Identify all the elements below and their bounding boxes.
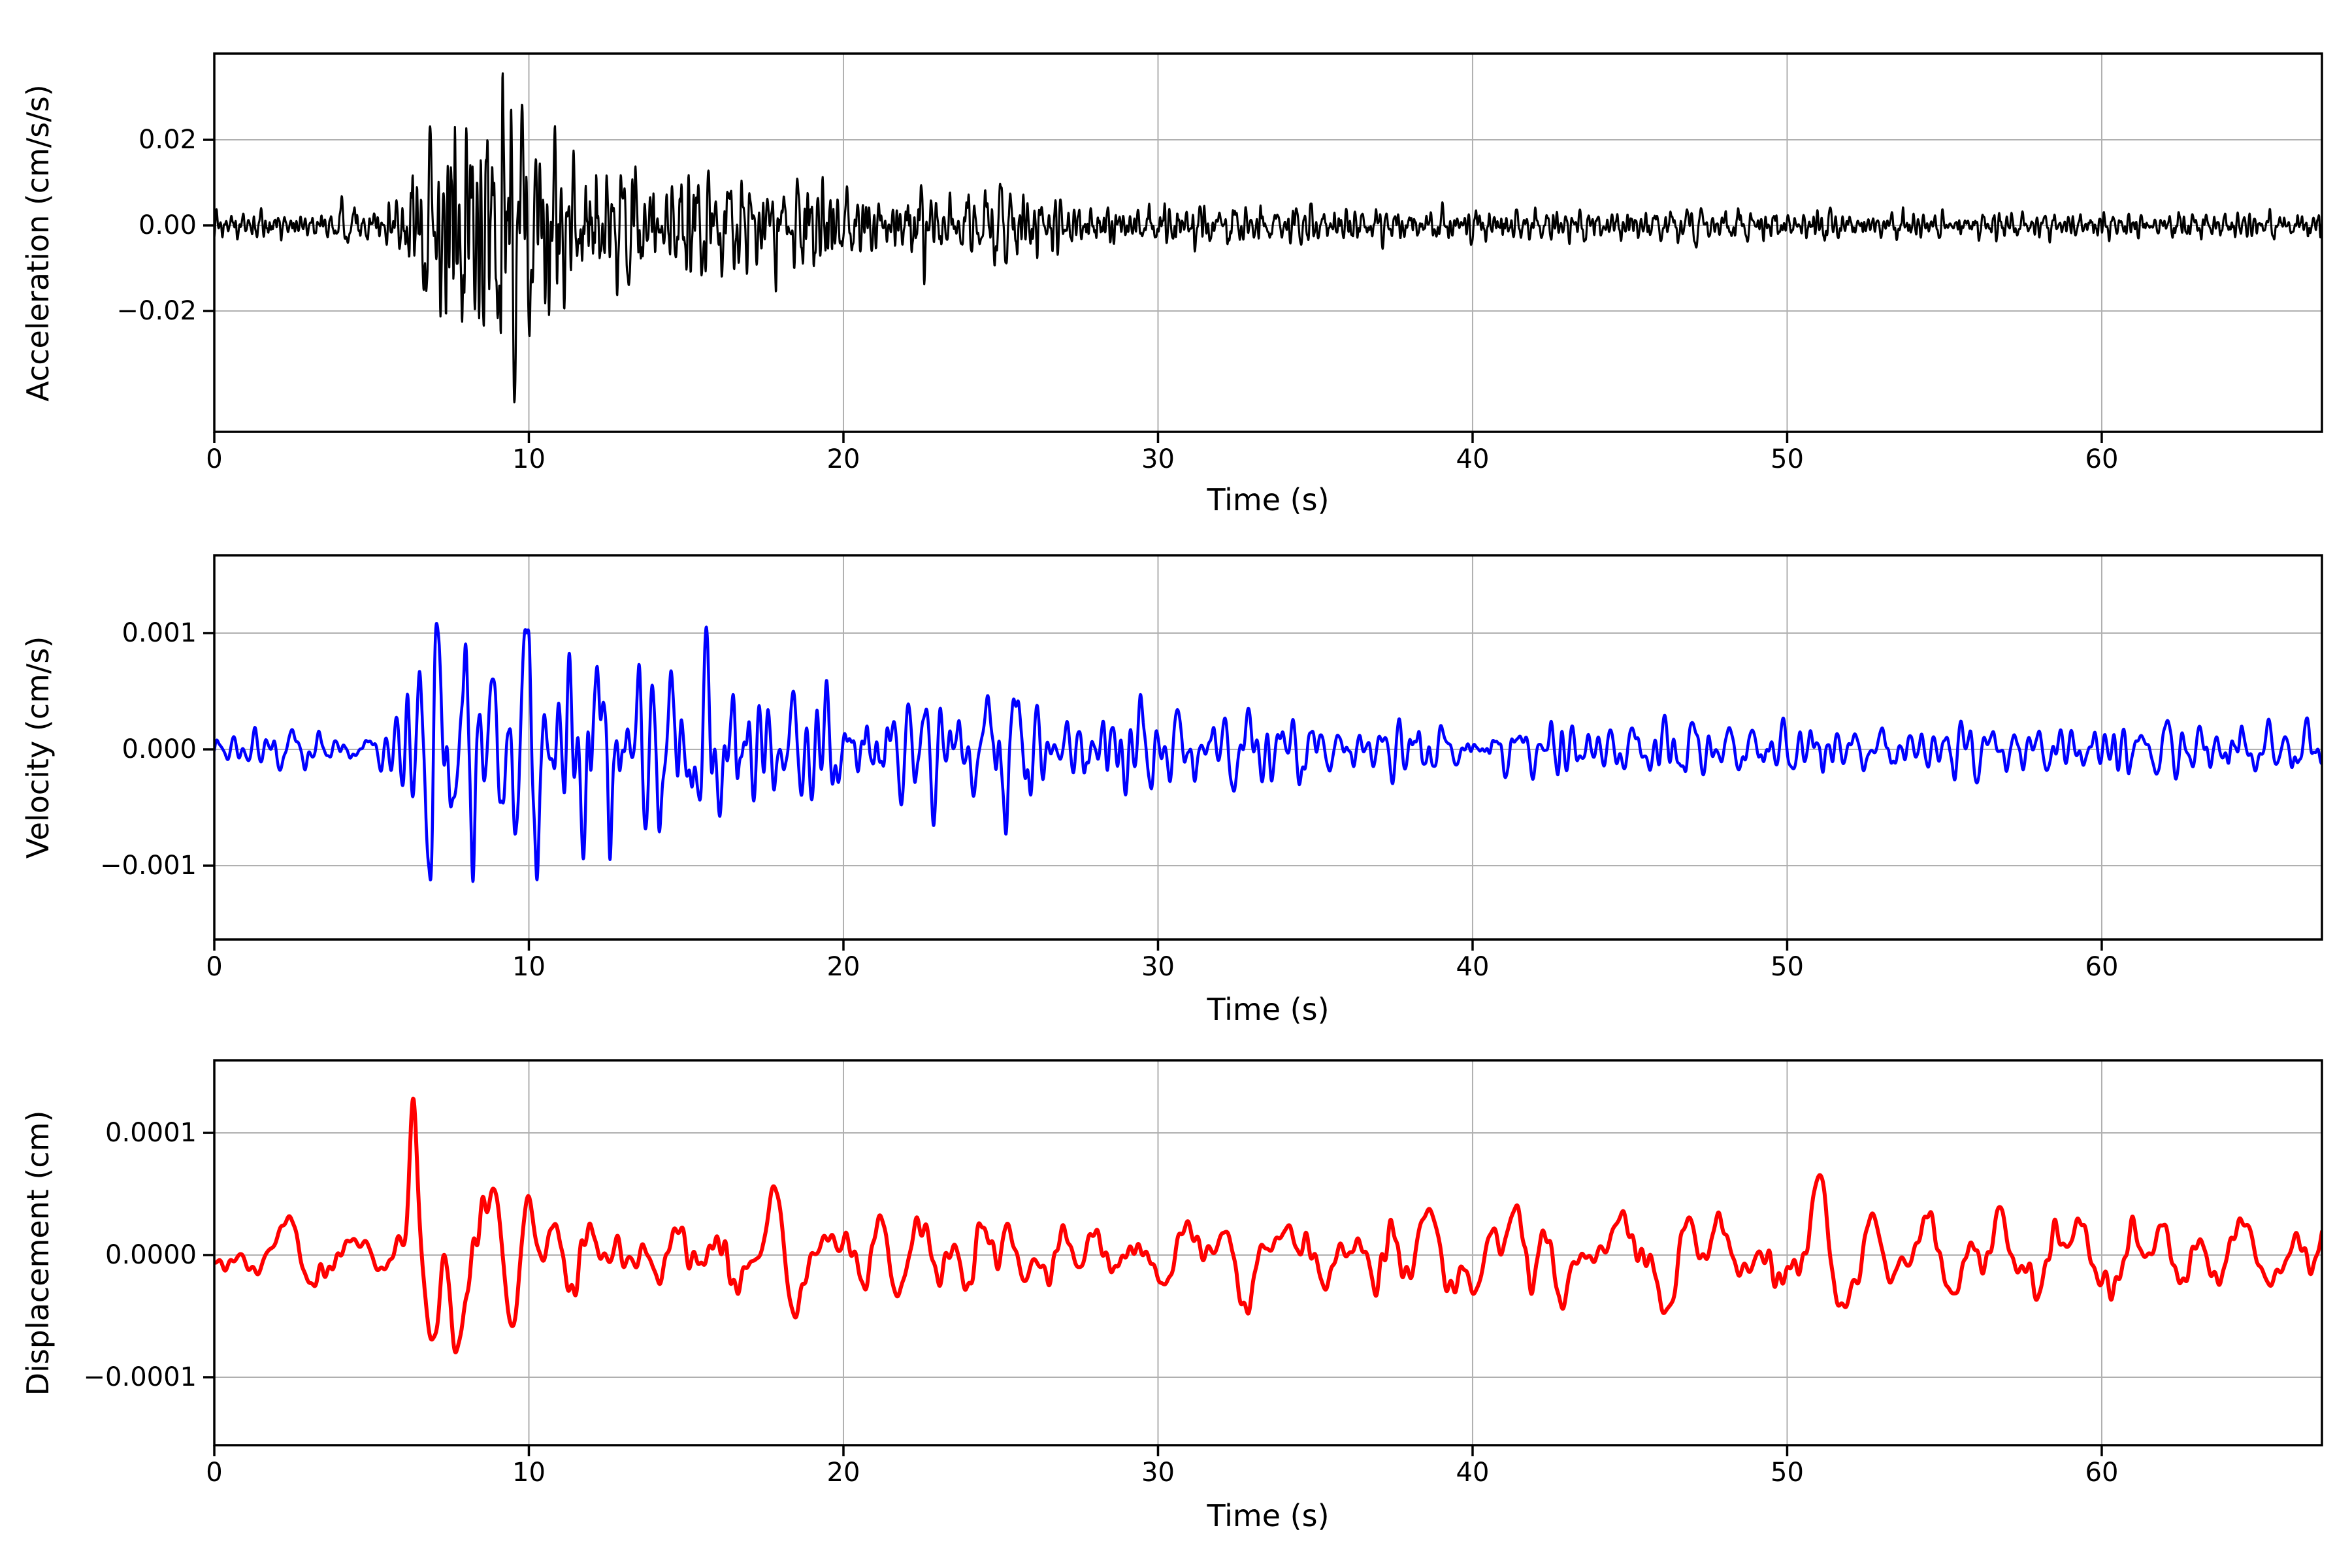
y-tick-label: 0.02 bbox=[138, 125, 197, 155]
y-tick-label: 0.001 bbox=[122, 618, 197, 648]
y-axis-label: Displacement (cm) bbox=[20, 1110, 56, 1396]
displacement-plot bbox=[203, 1059, 2323, 1456]
y-tick-label: 0.00 bbox=[138, 210, 197, 240]
x-tick-label: 30 bbox=[1141, 444, 1175, 474]
plot-spines bbox=[213, 52, 2323, 433]
x-tick-label: 60 bbox=[2085, 1458, 2119, 1488]
x-tick-label: 0 bbox=[206, 444, 223, 474]
x-tick-label: 30 bbox=[1141, 952, 1175, 982]
y-axis-label: Acceleration (cm/s/s) bbox=[20, 84, 56, 402]
x-tick-label: 40 bbox=[1456, 1458, 1490, 1488]
x-axis-label: Time (s) bbox=[1207, 1498, 1330, 1533]
y-tick-label: 0.0000 bbox=[105, 1240, 197, 1270]
x-tick-label: 10 bbox=[512, 444, 546, 474]
velocity-trace bbox=[214, 621, 2322, 883]
x-tick-label: 10 bbox=[512, 952, 546, 982]
x-tick-label: 50 bbox=[1771, 952, 1804, 982]
x-tick-label: 0 bbox=[206, 1458, 223, 1488]
y-tick-label: −0.001 bbox=[99, 851, 197, 881]
y-axis-label: Velocity (cm/s) bbox=[20, 636, 56, 859]
x-tick-label: 30 bbox=[1141, 1458, 1175, 1488]
x-axis-label: Time (s) bbox=[1207, 482, 1330, 517]
y-tick-label: −0.0001 bbox=[83, 1362, 197, 1392]
x-tick-label: 20 bbox=[826, 952, 860, 982]
acceleration-plot bbox=[203, 52, 2323, 443]
x-tick-label: 50 bbox=[1771, 1458, 1804, 1488]
velocity-plot bbox=[203, 554, 2323, 951]
plot-spines bbox=[213, 554, 2323, 941]
x-tick-label: 20 bbox=[826, 1458, 860, 1488]
acceleration-trace bbox=[214, 72, 2322, 404]
x-tick-label: 40 bbox=[1456, 444, 1490, 474]
x-tick-label: 20 bbox=[826, 444, 860, 474]
x-axis-label: Time (s) bbox=[1207, 992, 1330, 1027]
x-tick-label: 60 bbox=[2085, 952, 2119, 982]
x-tick-label: 40 bbox=[1456, 952, 1490, 982]
y-tick-label: 0.000 bbox=[122, 734, 197, 764]
x-tick-label: 0 bbox=[206, 952, 223, 982]
y-tick-label: −0.02 bbox=[116, 296, 197, 326]
x-tick-label: 10 bbox=[512, 1458, 546, 1488]
x-tick-label: 50 bbox=[1771, 444, 1804, 474]
y-tick-label: 0.0001 bbox=[105, 1118, 197, 1148]
plot-spines bbox=[213, 1059, 2323, 1446]
displacement-trace bbox=[214, 1096, 2322, 1354]
x-tick-label: 60 bbox=[2085, 444, 2119, 474]
